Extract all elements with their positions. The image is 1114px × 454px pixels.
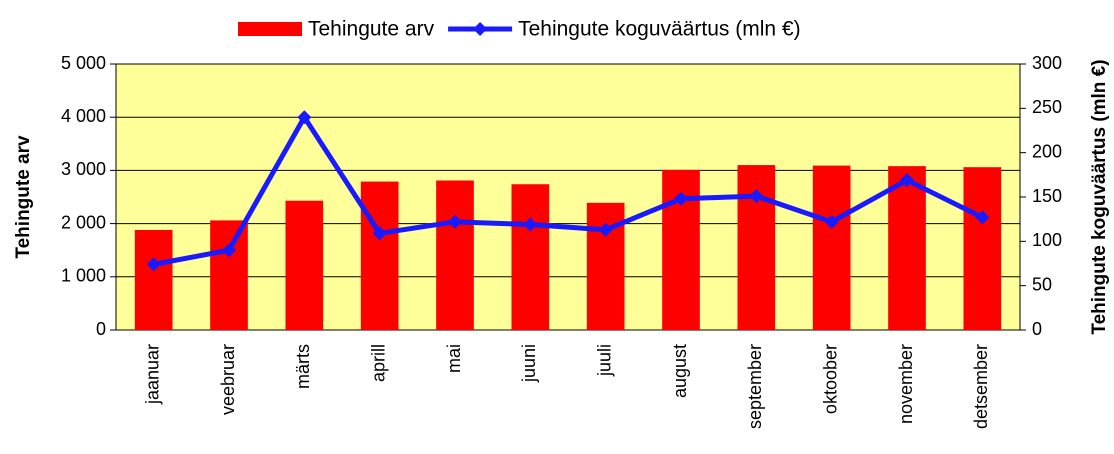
marker [824,214,839,229]
y-tick-label: 1 000 [61,266,106,286]
x-tick-label: juuni [519,344,539,383]
x-tick-label: märts [293,344,313,389]
y2-tick-label: 200 [1032,141,1062,161]
plot-area [115,63,1021,331]
marker [598,222,613,237]
y-tick-label: 0 [96,319,106,339]
y-axis-label: Tehingute arv [13,135,34,259]
y2-tick-label: 0 [1032,319,1042,339]
bar [963,167,1002,330]
marker [523,217,538,232]
x-tick-label: aprill [368,344,388,382]
y2-axis-label: Tehingute koguväärtus (mln €) [1089,59,1110,334]
legend-swatch [238,22,302,36]
y2-tick-label: 50 [1032,274,1052,294]
y-tick-label: 5 000 [61,53,106,73]
y-tick-label: 2 000 [61,212,106,232]
y-tick-label: 4 000 [61,106,106,126]
legend-label: Tehingute arv [308,18,435,41]
legend-marker [473,22,488,36]
x-tick-label: jaanuar [142,344,162,405]
bar [134,229,173,330]
x-tick-label: veebruar [218,344,238,415]
bar [360,181,399,330]
y2-tick-label: 100 [1032,230,1062,250]
marker [448,214,462,229]
line [153,112,984,267]
marker [674,191,688,206]
bar [888,166,926,330]
bar [812,165,851,330]
x-tick-label: juuli [594,344,614,377]
y2-tick-label: 250 [1032,97,1062,117]
marker [900,173,914,188]
bar [511,184,550,330]
bar [285,200,324,330]
legend-label: Tehingute koguväärtus (mln €) [518,18,801,41]
bar [436,180,474,330]
x-tick-label: oktoober [820,344,840,414]
x-tick-label: august [670,344,690,398]
marker [222,243,236,258]
marker [975,210,990,225]
marker [749,189,764,204]
x-tick-label: detsember [971,344,991,429]
x-tick-label: mai [444,344,464,373]
y2-tick-label: 150 [1032,186,1062,206]
y-tick-label: 3 000 [61,159,106,179]
marker [297,110,312,125]
x-tick-label: november [896,344,916,424]
marker [146,257,161,272]
x-tick-label: september [745,344,765,429]
y2-tick-label: 300 [1032,53,1062,73]
marker [372,226,387,241]
bar [210,220,248,330]
